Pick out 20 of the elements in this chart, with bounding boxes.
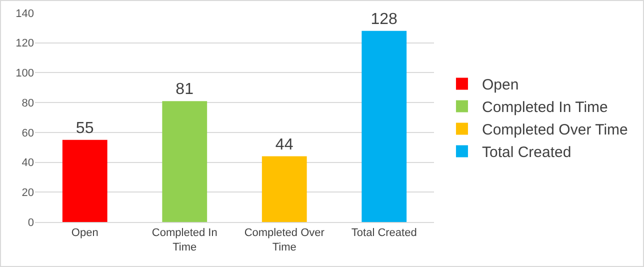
y-tick-label: 100 [16, 68, 34, 80]
y-tick-label: 40 [22, 157, 34, 170]
data-label: 81 [176, 81, 194, 98]
x-tick-label: Open [71, 227, 98, 240]
legend-label: Total Created [482, 144, 572, 162]
legend-label: Completed Over Time [482, 122, 628, 139]
x-tick-label: Completed In Time [152, 227, 218, 254]
y-tick-label: 0 [28, 216, 34, 229]
x-tick-label: Completed Over Time [244, 227, 325, 254]
y-tick-label: 120 [16, 38, 34, 50]
y-tick-label: 60 [22, 127, 34, 140]
data-label: 44 [275, 136, 294, 154]
legend-label: Completed In Time [482, 99, 608, 116]
y-tick-label: 140 [16, 8, 34, 20]
y-tick-label: 80 [22, 97, 34, 110]
y-tick-label: 20 [22, 186, 34, 199]
legend-label: Open [482, 76, 519, 94]
data-label: 128 [370, 10, 398, 28]
x-tick-label: Total Created [351, 227, 417, 240]
data-label: 55 [76, 120, 94, 137]
